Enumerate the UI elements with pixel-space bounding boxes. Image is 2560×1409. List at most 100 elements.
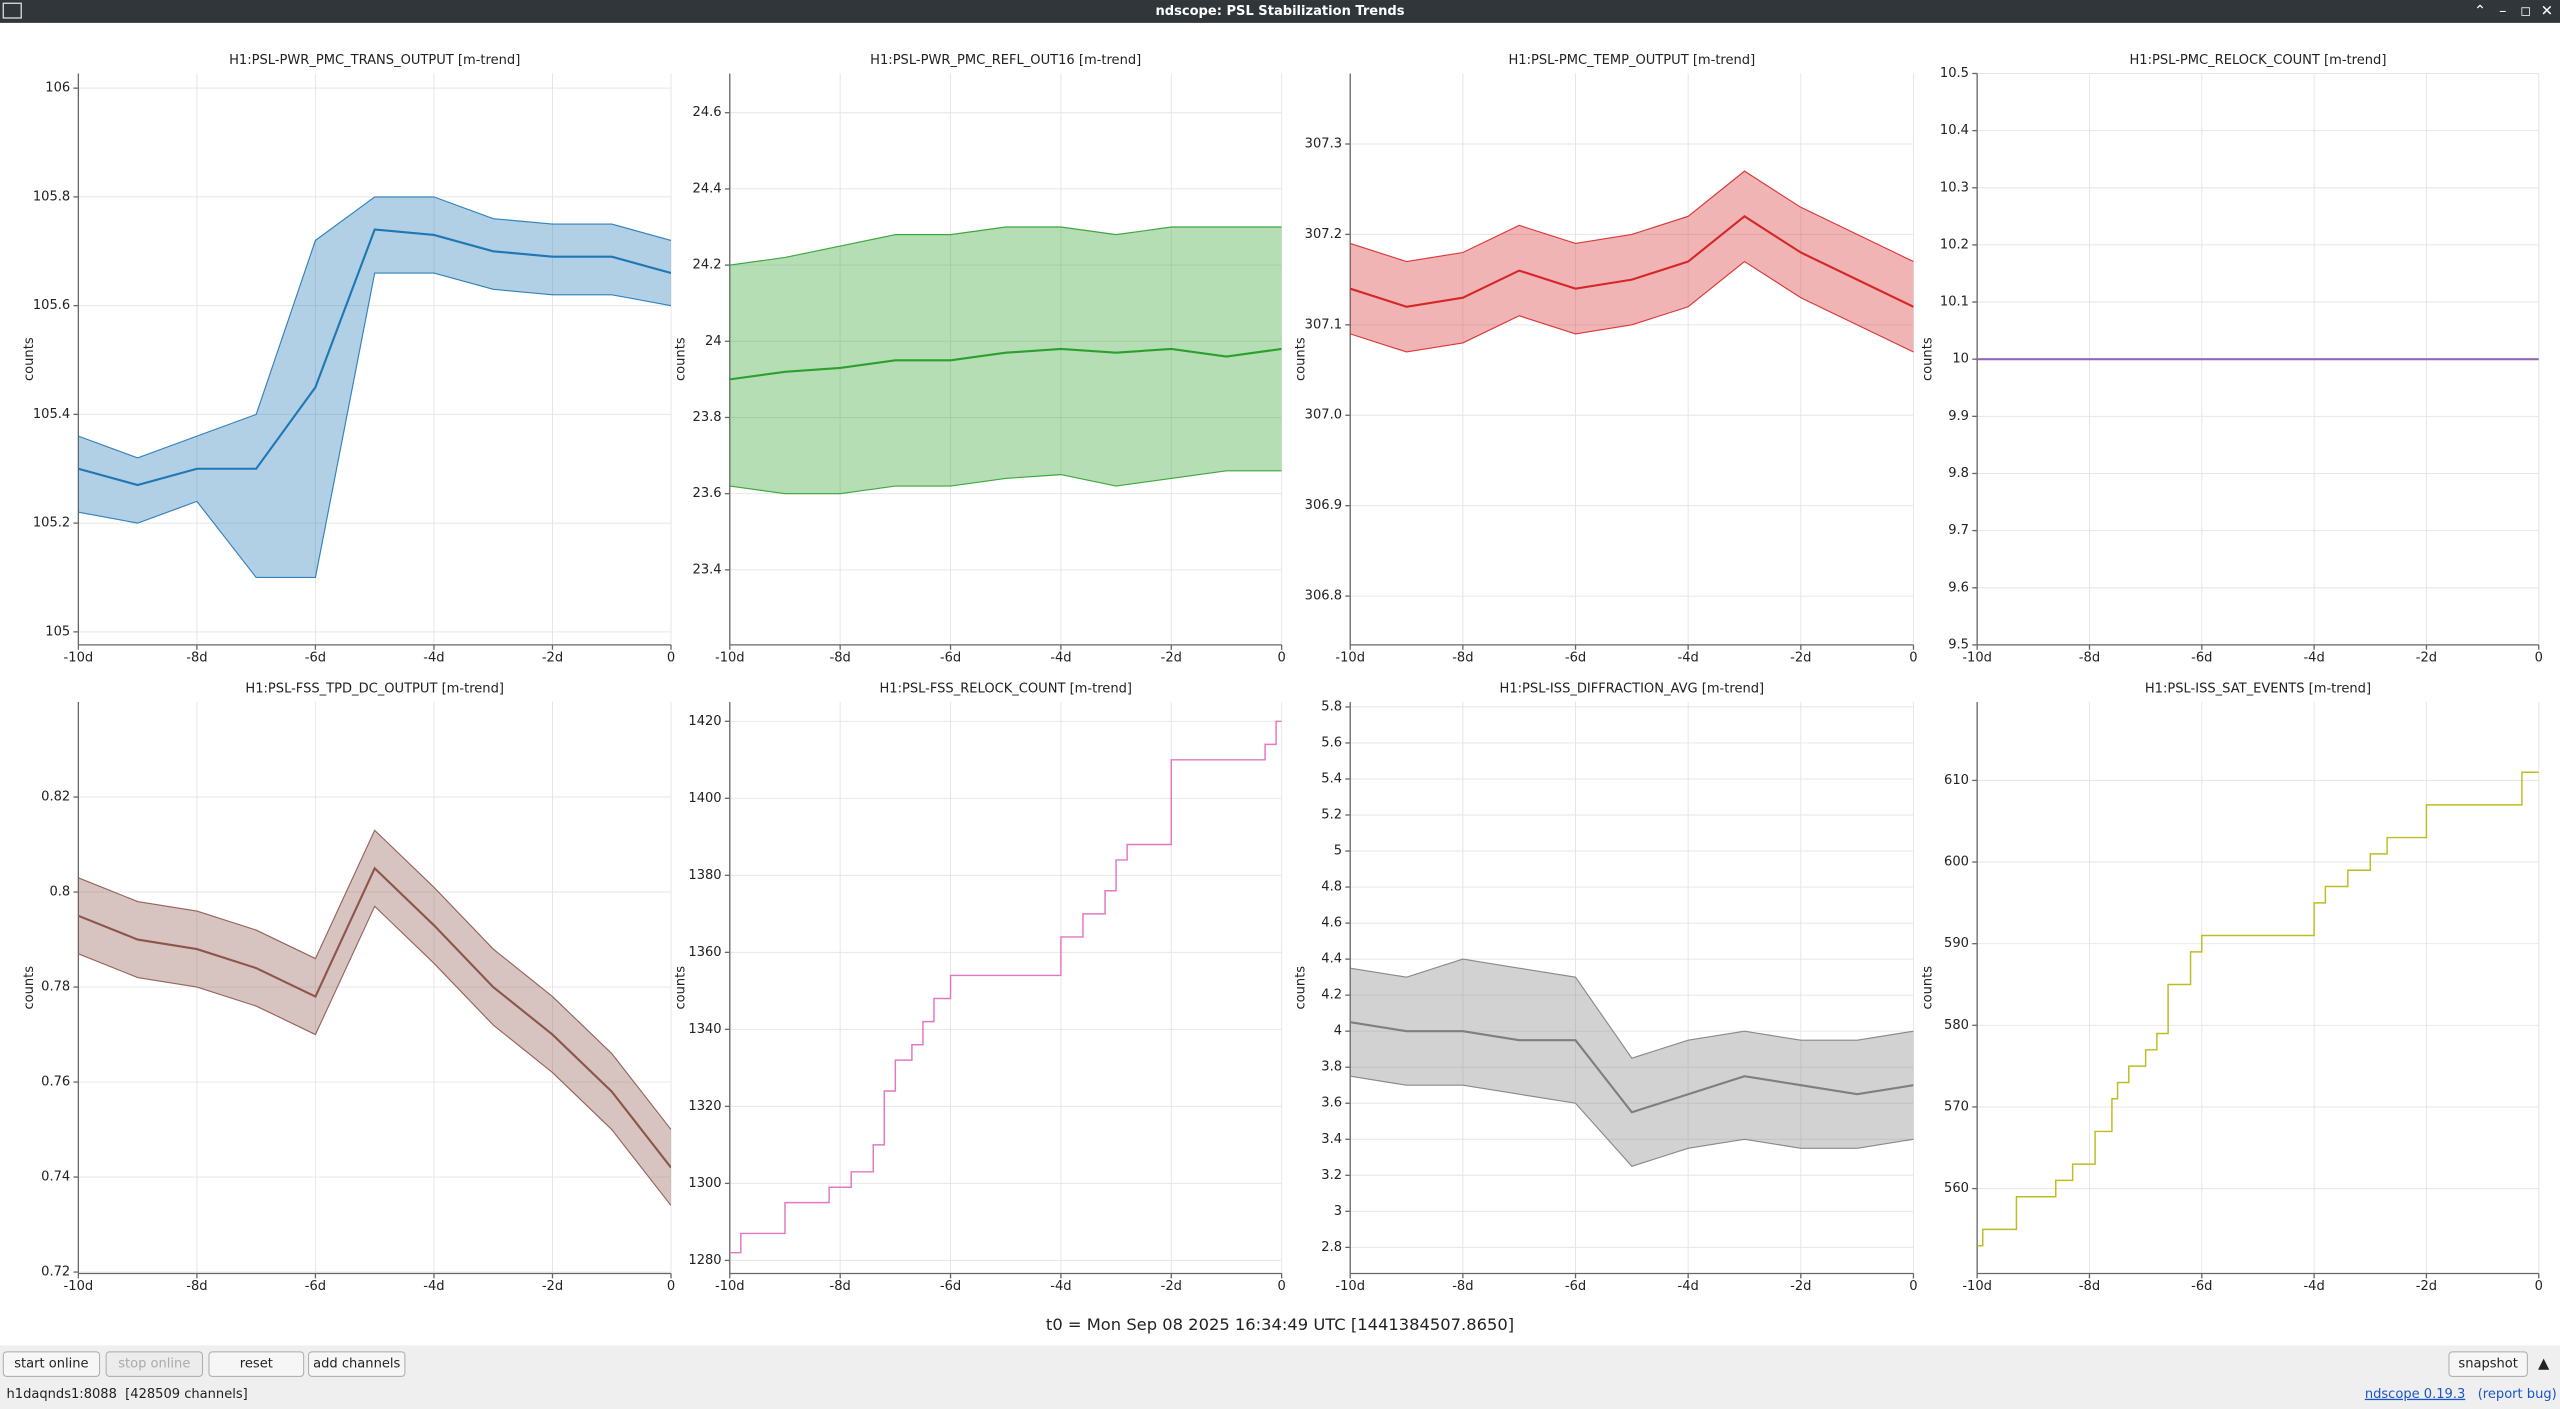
trace-group <box>1350 958 1914 1167</box>
plot-title: H1:PSL-ISS_DIFFRACTION_AVG [m-trend] <box>1500 681 1765 696</box>
min-trace <box>78 905 672 1206</box>
y-tick-label: 24 <box>705 334 722 349</box>
y-tick-label: 105.8 <box>33 189 70 204</box>
x-tick-label: -6d <box>940 1279 961 1294</box>
expand-arrow[interactable]: ▲ <box>2538 1355 2550 1372</box>
plot-area <box>1350 73 1914 645</box>
x-tick-label: -8d <box>186 650 207 665</box>
report-bug-link[interactable]: (report bug) <box>2478 1387 2557 1402</box>
y-tick-label: 0.8 <box>49 885 70 900</box>
plot-area <box>729 73 1282 645</box>
restore-button[interactable]: ◻ <box>2520 4 2531 19</box>
y-tick-label: 9.7 <box>1948 523 1969 538</box>
y-tick-label: 23.8 <box>693 410 722 425</box>
max-trace <box>78 196 672 459</box>
plot-area <box>78 702 672 1274</box>
x-tick-label: -6d <box>305 650 326 665</box>
y-axis-label: counts <box>1294 337 1309 381</box>
plot-title: H1:PSL-FSS_TPD_DC_OUTPUT [m-trend] <box>245 681 504 696</box>
max-trace <box>78 829 672 1130</box>
y-axis-label: counts <box>673 966 688 1010</box>
x-tick-label: -10d <box>1335 1279 1365 1294</box>
x-tick-label: -6d <box>2191 650 2212 665</box>
plot: H1:PSL-ISS_SAT_EVENTS [m-trend] counts 560… <box>1921 681 2543 1294</box>
x-tick-label: -10d <box>64 1279 94 1294</box>
y-tick-label: 9.8 <box>1948 466 1969 481</box>
x-tick-label: -2d <box>542 1279 563 1294</box>
x-tick-label: -8d <box>830 650 851 665</box>
trend-band <box>1350 959 1914 1167</box>
button <box>105 1351 203 1377</box>
y-tick-label: 24.2 <box>693 258 722 273</box>
min-trace <box>729 470 1282 495</box>
max-trace <box>1350 170 1914 263</box>
y-tick-label: 3.8 <box>1321 1060 1342 1075</box>
y-axis-label: counts <box>1921 966 1936 1010</box>
y-tick-label: 3 <box>1334 1204 1342 1219</box>
plot-area <box>78 73 672 645</box>
mean-trace <box>78 866 672 1169</box>
y-tick-label: 5 <box>1334 844 1342 859</box>
x-tick-label: -6d <box>1565 650 1586 665</box>
y-tick-label: 307.0 <box>1305 408 1342 423</box>
x-tick-label: -2d <box>542 650 563 665</box>
plot-title: H1:PSL-PMC_TEMP_OUTPUT [m-trend] <box>1508 53 1755 68</box>
y-tick-label: 4.6 <box>1321 916 1342 931</box>
trace-group <box>78 829 672 1206</box>
y-tick-label: 105 <box>45 624 70 639</box>
button[interactable] <box>208 1351 305 1377</box>
x-tick-label: -6d <box>1565 1279 1586 1294</box>
y-tick-label: 0.76 <box>41 1075 70 1090</box>
snapshot-button[interactable] <box>2448 1351 2528 1377</box>
button-label: reset <box>240 1357 273 1372</box>
x-tick-label: 0 <box>1277 650 1285 665</box>
button[interactable] <box>2 1351 101 1377</box>
y-tick-label: 3.4 <box>1321 1132 1342 1147</box>
x-tick-label: -6d <box>2191 1279 2212 1294</box>
y-tick-label: 10.1 <box>1940 295 1969 310</box>
y-tick-label: 10.3 <box>1940 180 1969 195</box>
plot-title: H1:PSL-PWR_PMC_REFL_OUT16 [m-trend] <box>870 53 1141 68</box>
button[interactable] <box>308 1351 406 1377</box>
maximize-button[interactable]: – <box>2499 2 2506 19</box>
y-tick-label: 0.82 <box>41 790 70 805</box>
x-tick-label: -8d <box>1452 1279 1473 1294</box>
y-tick-label: 1400 <box>688 791 721 806</box>
y-tick-label: 9.6 <box>1948 580 1969 595</box>
x-tick-label: -10d <box>1335 650 1365 665</box>
x-tick-label: -10d <box>715 650 745 665</box>
plot: H1:PSL-PWR_PMC_TRANS_OUTPUT [m-trend] cou… <box>22 53 675 666</box>
trend-band <box>1350 171 1914 352</box>
y-tick-label: 5.6 <box>1321 735 1342 750</box>
y-tick-label: 10.5 <box>1940 66 1969 81</box>
x-tick-label: -10d <box>715 1279 745 1294</box>
plot: H1:PSL-PWR_PMC_REFL_OUT16 [m-trend] count… <box>673 53 1285 666</box>
x-tick-label: -4d <box>1050 1279 1071 1294</box>
button-label: add channels <box>313 1357 400 1372</box>
x-tick-label: -4d <box>1678 1279 1699 1294</box>
close-button[interactable]: ✕ <box>2541 2 2553 19</box>
y-tick-label: 23.4 <box>693 562 722 577</box>
y-tick-label: 106 <box>45 81 70 96</box>
trace-group <box>1977 771 2539 1247</box>
version-link[interactable]: ndscope 0.19.3 <box>2365 1387 2465 1402</box>
minimize-button[interactable]: ⌃ <box>2474 2 2486 19</box>
y-tick-label: 307.3 <box>1305 137 1342 152</box>
x-tick-label: -8d <box>830 1279 851 1294</box>
x-tick-label: -8d <box>2079 650 2100 665</box>
x-tick-label: -6d <box>940 650 961 665</box>
y-tick-label: 5.2 <box>1321 808 1342 823</box>
trace-group <box>78 196 672 579</box>
window-title: ndscope: PSL Stabilization Trends <box>1155 4 1404 19</box>
y-tick-label: 307.2 <box>1305 227 1342 242</box>
y-tick-label: 4 <box>1334 1024 1342 1039</box>
x-tick-label: -10d <box>1962 1279 1992 1294</box>
app-icon <box>2 2 22 19</box>
y-tick-label: 105.6 <box>33 298 70 313</box>
y-tick-label: 24.4 <box>693 181 722 196</box>
step-trace <box>729 720 1282 1254</box>
x-tick-label: -8d <box>2079 1279 2100 1294</box>
x-tick-label: -2d <box>1790 650 1811 665</box>
y-tick-label: 5.4 <box>1321 771 1342 786</box>
